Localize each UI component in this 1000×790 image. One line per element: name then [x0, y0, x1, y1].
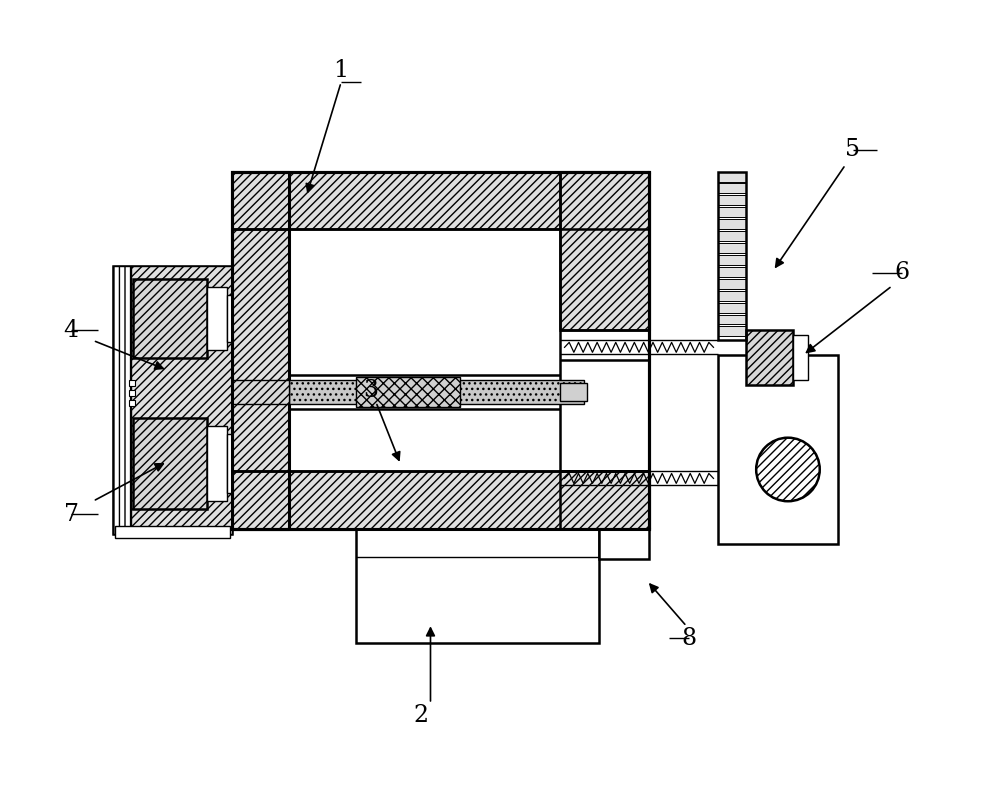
Bar [718, 314, 746, 325]
Polygon shape [560, 171, 649, 330]
Bar [718, 291, 746, 301]
Bar [227, 295, 232, 342]
Bar [113, 266, 232, 534]
Bar [718, 243, 746, 253]
Bar [232, 171, 649, 529]
Polygon shape [232, 380, 289, 404]
Circle shape [756, 438, 820, 501]
Bar [718, 171, 746, 182]
Bar [718, 356, 838, 544]
Polygon shape [232, 171, 649, 229]
Polygon shape [289, 380, 584, 404]
Bar [718, 279, 746, 289]
Bar [207, 426, 227, 501]
Text: 8: 8 [681, 626, 696, 650]
Text: 2: 2 [413, 704, 428, 728]
Bar [718, 255, 746, 265]
Polygon shape [746, 330, 793, 385]
Bar [718, 326, 746, 337]
Bar [793, 336, 808, 380]
Bar [560, 383, 587, 401]
Bar [115, 526, 230, 538]
Polygon shape [133, 279, 207, 358]
Bar [718, 231, 746, 241]
Text: 1: 1 [334, 58, 349, 82]
Bar [227, 434, 232, 493]
Bar [718, 171, 746, 340]
Bar [129, 400, 135, 406]
Bar [718, 220, 746, 229]
Polygon shape [131, 266, 232, 534]
Polygon shape [560, 472, 649, 529]
Bar [718, 207, 746, 217]
Bar [718, 183, 746, 194]
Bar [356, 529, 599, 643]
Text: 7: 7 [64, 502, 79, 525]
Polygon shape [133, 418, 207, 510]
Bar [356, 377, 460, 407]
Text: 6: 6 [895, 261, 910, 284]
Text: 3: 3 [363, 378, 378, 401]
Polygon shape [232, 472, 649, 529]
Bar [718, 195, 746, 205]
Bar [129, 390, 135, 396]
Bar [718, 267, 746, 276]
Bar [718, 303, 746, 313]
Bar [129, 380, 135, 386]
Polygon shape [113, 266, 131, 534]
Text: 4: 4 [63, 319, 79, 342]
Bar [207, 287, 227, 350]
Bar [599, 529, 649, 559]
Text: 5: 5 [845, 138, 860, 161]
Polygon shape [232, 171, 289, 529]
